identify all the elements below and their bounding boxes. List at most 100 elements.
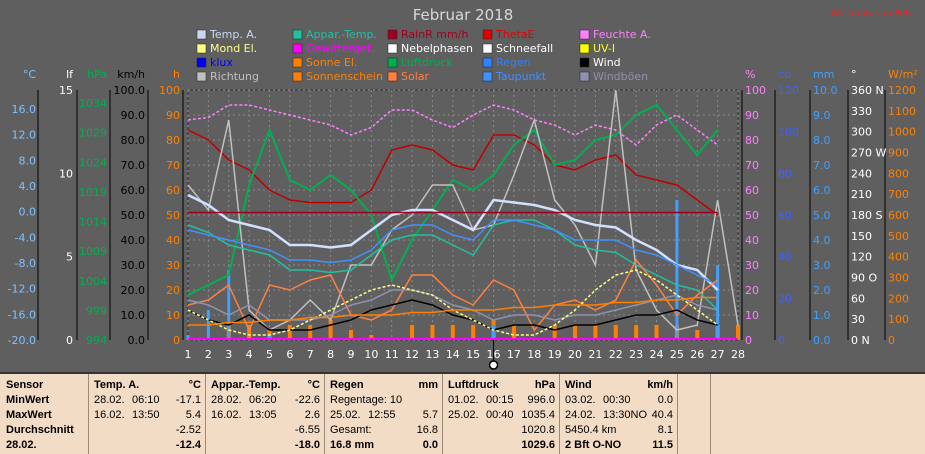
axis-deg-tick: 270 W <box>851 147 886 160</box>
axis-wm2-tick: 900 <box>888 147 909 160</box>
sonnenschein-bar <box>613 325 618 340</box>
sonnenschein-bar <box>654 325 659 340</box>
appar-max-date: 16.02. <box>211 409 242 421</box>
legend-label-18: Taupunkt <box>495 70 547 83</box>
x-tick-label: 11 <box>385 348 399 361</box>
sonnenschein-bar <box>736 325 740 340</box>
axis-cb-tick: 20 <box>778 292 792 305</box>
sonnenschein-bar <box>511 325 516 340</box>
axis-kmh-tick: 100.0 <box>114 84 146 97</box>
axis-kmh-tick: 20.0 <box>121 284 146 297</box>
legend-label-4: Feuchte A. <box>593 28 651 41</box>
axis-mm-tick: 6.0 <box>813 184 831 197</box>
series-line-4 <box>187 193 719 291</box>
axis-mm-tick: 10.0 <box>813 84 838 97</box>
axis-deg-tick: 300 <box>851 126 872 139</box>
appar-max-val: 2.6 <box>304 409 320 421</box>
axis-hpa-tick: 1029 <box>79 127 107 140</box>
legend-swatch-13 <box>482 57 493 68</box>
axis-kmh-tick: 70.0 <box>121 159 146 172</box>
legend-swatch-11 <box>292 57 303 68</box>
axis-kmh-tick: 0.0 <box>128 334 146 347</box>
axis-deg-tick: 30 <box>851 313 865 326</box>
wind-avg: 8.1 <box>657 424 673 436</box>
legend-label-15: Richtung <box>210 70 259 83</box>
axis-hpa-tick: 1009 <box>79 245 107 258</box>
legend-swatch-15 <box>196 71 207 82</box>
druck-header: Luftdruck <box>448 379 499 391</box>
axis-wm2-tick: 100 <box>888 313 909 326</box>
axis-temp-tick: -8.0 <box>15 257 36 270</box>
sonnenschein-bar <box>410 325 415 340</box>
axis-temp-unit: °C <box>23 68 37 81</box>
axis-deg-tick: 60 <box>851 292 865 305</box>
axis-deg-tick: 120 <box>851 251 872 264</box>
col-temp: Temp. A. °C 28.02. 06:10 -17.1 16.02. 13:50 5… <box>88 374 206 454</box>
regen-regentage: Regentage: 10 <box>330 394 403 406</box>
axis-kmh-tick: 60.0 <box>121 184 146 197</box>
sonnenschein-bar <box>247 325 252 340</box>
col-empty-2 <box>710 374 925 454</box>
axis-h-tick: 20 <box>166 284 180 297</box>
axis-mm-tick: 9.0 <box>813 109 831 122</box>
col-druck: Luftdruck hPa 01.02. 00:15 996.0 25.02. 00:4… <box>442 374 560 454</box>
legend-swatch-14 <box>579 57 590 68</box>
axis-wm2-tick: 1200 <box>888 84 916 97</box>
axis-wm2-tick: 800 <box>888 167 909 180</box>
minwert-label: MinWert <box>6 394 50 406</box>
legend-swatch-19 <box>579 71 590 82</box>
series-line-6 <box>187 219 718 286</box>
x-tick-label: 17 <box>507 348 521 361</box>
wind-max-val: 40.4 <box>651 409 673 421</box>
legend-swatch-5 <box>196 43 207 54</box>
regen-max-val: 5.7 <box>422 409 438 421</box>
x-tick-label: 19 <box>548 348 562 361</box>
maxwert-label: MaxWert <box>6 409 52 421</box>
legend-swatch-18 <box>482 71 493 82</box>
axis-kmh-tick: 40.0 <box>121 234 146 247</box>
druck-min-val: 996.0 <box>527 394 555 406</box>
axis-pct-tick: 70 <box>745 159 759 172</box>
regen-header: Regen <box>330 379 364 391</box>
x-tick-label: 18 <box>527 348 541 361</box>
axis-hpa-tick: 1019 <box>79 186 107 199</box>
sonnenschein-bar <box>287 325 292 340</box>
axis-temp-tick: 12.0 <box>12 129 37 142</box>
axis-wm2-tick: 500 <box>888 230 909 243</box>
axis-wm2-tick: 200 <box>888 292 909 305</box>
wind-unit: km/h <box>647 379 673 391</box>
regen-unit: mm <box>418 379 438 391</box>
wind-max-time: 13:30NO <box>603 409 648 421</box>
axis-h-tick: 90 <box>166 109 180 122</box>
legend-label-1: Appar.-Temp. <box>306 28 377 41</box>
axis-lf-tick: 15 <box>59 84 73 97</box>
sonnenschein-bar <box>593 325 598 340</box>
axis-mm-tick: 8.0 <box>813 134 831 147</box>
axis-temp-tick: -16.0 <box>8 308 36 321</box>
axis-pct-tick: 40 <box>745 234 759 247</box>
axis-deg-tick: 180 S <box>851 209 882 222</box>
axis-lf-unit: lf <box>66 68 74 81</box>
druck-min-date: 01.02. <box>448 394 479 406</box>
axis-temp-tick: -20.0 <box>8 334 36 347</box>
temp-unit: °C <box>188 379 201 391</box>
wind-max-date: 24.02. <box>565 409 596 421</box>
axis-mm-tick: 2.0 <box>813 284 831 297</box>
axis-cb-tick: 60 <box>778 209 792 222</box>
axis-lf-tick: 0 <box>66 334 73 347</box>
temp-max-date: 16.02. <box>94 409 125 421</box>
current-day-marker <box>488 360 499 370</box>
axis-deg-tick: 90 O <box>851 272 877 285</box>
wind-bft-label: 2 Bft O-NO <box>565 439 622 451</box>
regen-gesamt: 16.8 <box>416 424 438 436</box>
x-tick-label: 23 <box>629 348 643 361</box>
axis-h-tick: 100 <box>159 84 180 97</box>
axis-h-tick: 60 <box>166 184 180 197</box>
axis-hpa-tick: 1014 <box>79 216 107 229</box>
axis-wm2-tick: 1100 <box>888 105 916 118</box>
temp-min-date: 28.02. <box>94 394 125 406</box>
series-line-1 <box>187 129 719 216</box>
x-tick-label: 7 <box>307 348 314 361</box>
temp-day: -12.4 <box>175 439 201 451</box>
x-tick-label: 13 <box>425 348 439 361</box>
